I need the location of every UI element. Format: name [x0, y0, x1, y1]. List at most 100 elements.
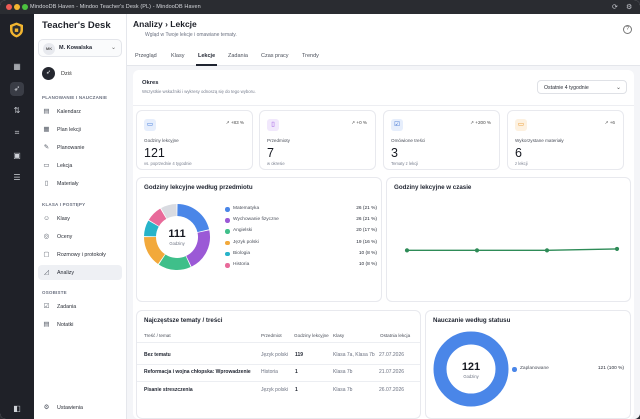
rail-dashboard-icon[interactable]: ▦: [13, 62, 21, 71]
sidebar-item-lesson[interactable]: ▭ Lekcja: [38, 158, 122, 173]
lessons-time-card: Godziny lekcyjne w czasie: [386, 177, 631, 302]
tab-assignments[interactable]: Zadania: [228, 53, 248, 59]
stat-note: Tematy z lekcji: [391, 161, 419, 166]
shield-logo-icon: [10, 22, 23, 38]
sidebar-item-conversations[interactable]: ▢ Rozmowy i protokoły: [38, 247, 122, 262]
active-tab-indicator: [196, 64, 217, 66]
legend-item: Angielski 20 (17 %): [225, 227, 377, 235]
sidebar-item-timetable[interactable]: ▦ Plan lekcji: [38, 122, 122, 137]
period-title: Okres: [142, 80, 159, 86]
sync-icon[interactable]: ⟳: [612, 4, 618, 11]
sidebar-item-calendar[interactable]: ▤ Kalendarz: [38, 104, 122, 119]
rail-image-icon[interactable]: ▣: [13, 151, 21, 160]
rail-rocket-icon[interactable]: ➶: [10, 82, 24, 96]
sidebar-item-classes[interactable]: ☺ Klasy: [38, 211, 122, 226]
stat-label: Godziny lekcyjne: [144, 138, 179, 143]
date-cell: 26.07.2026: [379, 387, 405, 393]
section-planning-heading: PLANOWANIE I NAUCZANIE: [42, 95, 108, 100]
legend-value: 10 (8 %): [358, 262, 377, 267]
stat-note: vs. poprzednie 4 tygodnie: [144, 161, 192, 166]
rail-sliders-icon[interactable]: ☰: [13, 173, 21, 182]
sidebar-item-grades[interactable]: ◎ Oceny: [38, 229, 122, 244]
section-classes-heading: KLASA I POSTĘPY: [42, 202, 86, 207]
stat-card-topics: ☑ ↗ +200 % Omówione treści 3 Tematy z le…: [383, 110, 500, 170]
sidebar-item-analytics[interactable]: ◿ Analizy: [38, 265, 122, 280]
legend-swatch: [512, 367, 517, 372]
sidebar-item-planning[interactable]: ✎ Planowanie: [38, 140, 122, 155]
maximize-window-button[interactable]: [22, 4, 28, 10]
gear-icon[interactable]: ⚙: [626, 4, 633, 11]
topic-cell: Bez tematu: [144, 352, 171, 358]
legend-item: Wychowanie fizyczne 26 (21 %): [225, 216, 377, 224]
legend-item: Matematyka 26 (21 %): [225, 205, 377, 213]
column-header: Klasy: [333, 333, 345, 338]
app-rail: ▦ ➶ ⇅ ⌗ ▣ ☰ ◧: [0, 14, 34, 419]
subjects-donut-chart: [144, 204, 210, 270]
stat-card-subjects: ▯ ↗ +0 % Przedmioty 7 w okresie: [259, 110, 376, 170]
subjects-card: Godziny lekcyjne według przedmiotu 111 G…: [136, 177, 382, 302]
classes-cell: Klasa 7b: [333, 369, 353, 375]
tab-bar: Przegląd Klasy Lekcje Zadania Czas pracy…: [127, 46, 640, 66]
rail-transfer-icon[interactable]: ⇅: [13, 106, 21, 115]
legend-swatch: [225, 251, 230, 257]
hours-cell: 1: [295, 369, 298, 375]
sidebar-item-materials[interactable]: ▯ Materiały: [38, 176, 122, 191]
legend-value: 121 (100 %): [597, 366, 624, 371]
tab-work-time[interactable]: Czas pracy: [261, 53, 289, 59]
data-point[interactable]: [544, 248, 550, 253]
data-point[interactable]: [474, 248, 480, 253]
book-icon: ▭: [144, 119, 156, 131]
tab-trends[interactable]: Trendy: [302, 53, 319, 59]
sidebar-item-label: Kalendarz: [57, 108, 81, 115]
legend-label: Zaplanowane: [520, 366, 549, 371]
card-title: Nauczanie według statusu: [433, 317, 511, 324]
sidebar-item-label: Notatki: [57, 321, 74, 328]
data-point[interactable]: [404, 248, 410, 253]
legend-item: Język polski 19 (16 %): [225, 239, 377, 247]
column-header: Godziny lekcyjne: [294, 333, 329, 338]
tab-classes[interactable]: Klasy: [171, 53, 185, 59]
subject-cell: Historia: [261, 369, 278, 375]
help-icon[interactable]: ?: [623, 25, 632, 34]
status-card: Nauczanie według statusu 121 Godziny Zap…: [425, 310, 631, 419]
legend-value: 20 (17 %): [356, 228, 377, 234]
legend-swatch: [225, 218, 230, 223]
stat-note: z lekcji: [515, 161, 528, 166]
stat-note: w okresie: [267, 161, 285, 166]
user-selector[interactable]: MK M. Kowalska ⌄: [38, 39, 122, 57]
data-point[interactable]: [614, 246, 620, 252]
content-panel: Okres Wszystkie wskaźniki i wykresy odno…: [133, 70, 634, 419]
stat-value: 3: [391, 146, 398, 160]
close-window-button[interactable]: [6, 4, 12, 10]
sidebar-item-label: Oceny: [57, 233, 73, 240]
donut-slice-other: [161, 204, 178, 219]
stat-card-materials: ▭ ↗ +6 Wykorzystane materiały 6 z lekcji: [507, 110, 624, 170]
column-header: Przedmiot: [261, 333, 282, 338]
donut-total-label: Godziny: [463, 374, 479, 379]
sidebar-item-settings[interactable]: ⚙ Ustawienia: [38, 400, 122, 415]
card-title: Najczęstsze tematy / treści: [144, 317, 223, 324]
tab-lessons[interactable]: Lekcje: [198, 53, 216, 59]
rail-scan-icon[interactable]: ⌗: [14, 128, 20, 137]
legend-value: 26 (21 %): [356, 206, 377, 211]
page-subtitle: Wgląd w Twoje lekcje i omawiane tematy.: [145, 32, 237, 38]
topic-cell: Pisanie streszczenia: [144, 387, 193, 393]
legend-value: 19 (16 %): [356, 239, 377, 245]
minimize-window-button[interactable]: [14, 4, 20, 10]
date-cell: 27.07.2026: [379, 352, 405, 358]
sidebar-item-label: Rozmowy i protokoły: [57, 251, 106, 258]
status-donut-chart: [433, 331, 509, 407]
stat-delta: ↗ +83 %: [225, 120, 244, 125]
column-header: Treść / temat: [144, 333, 171, 338]
window-title: MindooDB Haven - Mindoo Teacher's Desk (…: [30, 4, 201, 10]
period-select[interactable]: Ostatnie 4 tygodnie ⌄: [537, 80, 627, 94]
classes-cell: Klasa 7a, Klasa 7b: [333, 352, 375, 358]
rail-panel-icon[interactable]: ◧: [13, 404, 21, 413]
sidebar-item-tasks[interactable]: ☑ Zadania: [38, 299, 122, 314]
sidebar-item-label: Klasy: [57, 215, 70, 222]
legend-label: Matematyka: [233, 206, 260, 211]
tab-overview[interactable]: Przegląd: [135, 53, 157, 59]
legend-value: 26 (21 %): [356, 217, 377, 223]
sidebar-item-notes[interactable]: ▤ Notatki: [38, 317, 122, 332]
stat-value: 121: [144, 146, 165, 160]
